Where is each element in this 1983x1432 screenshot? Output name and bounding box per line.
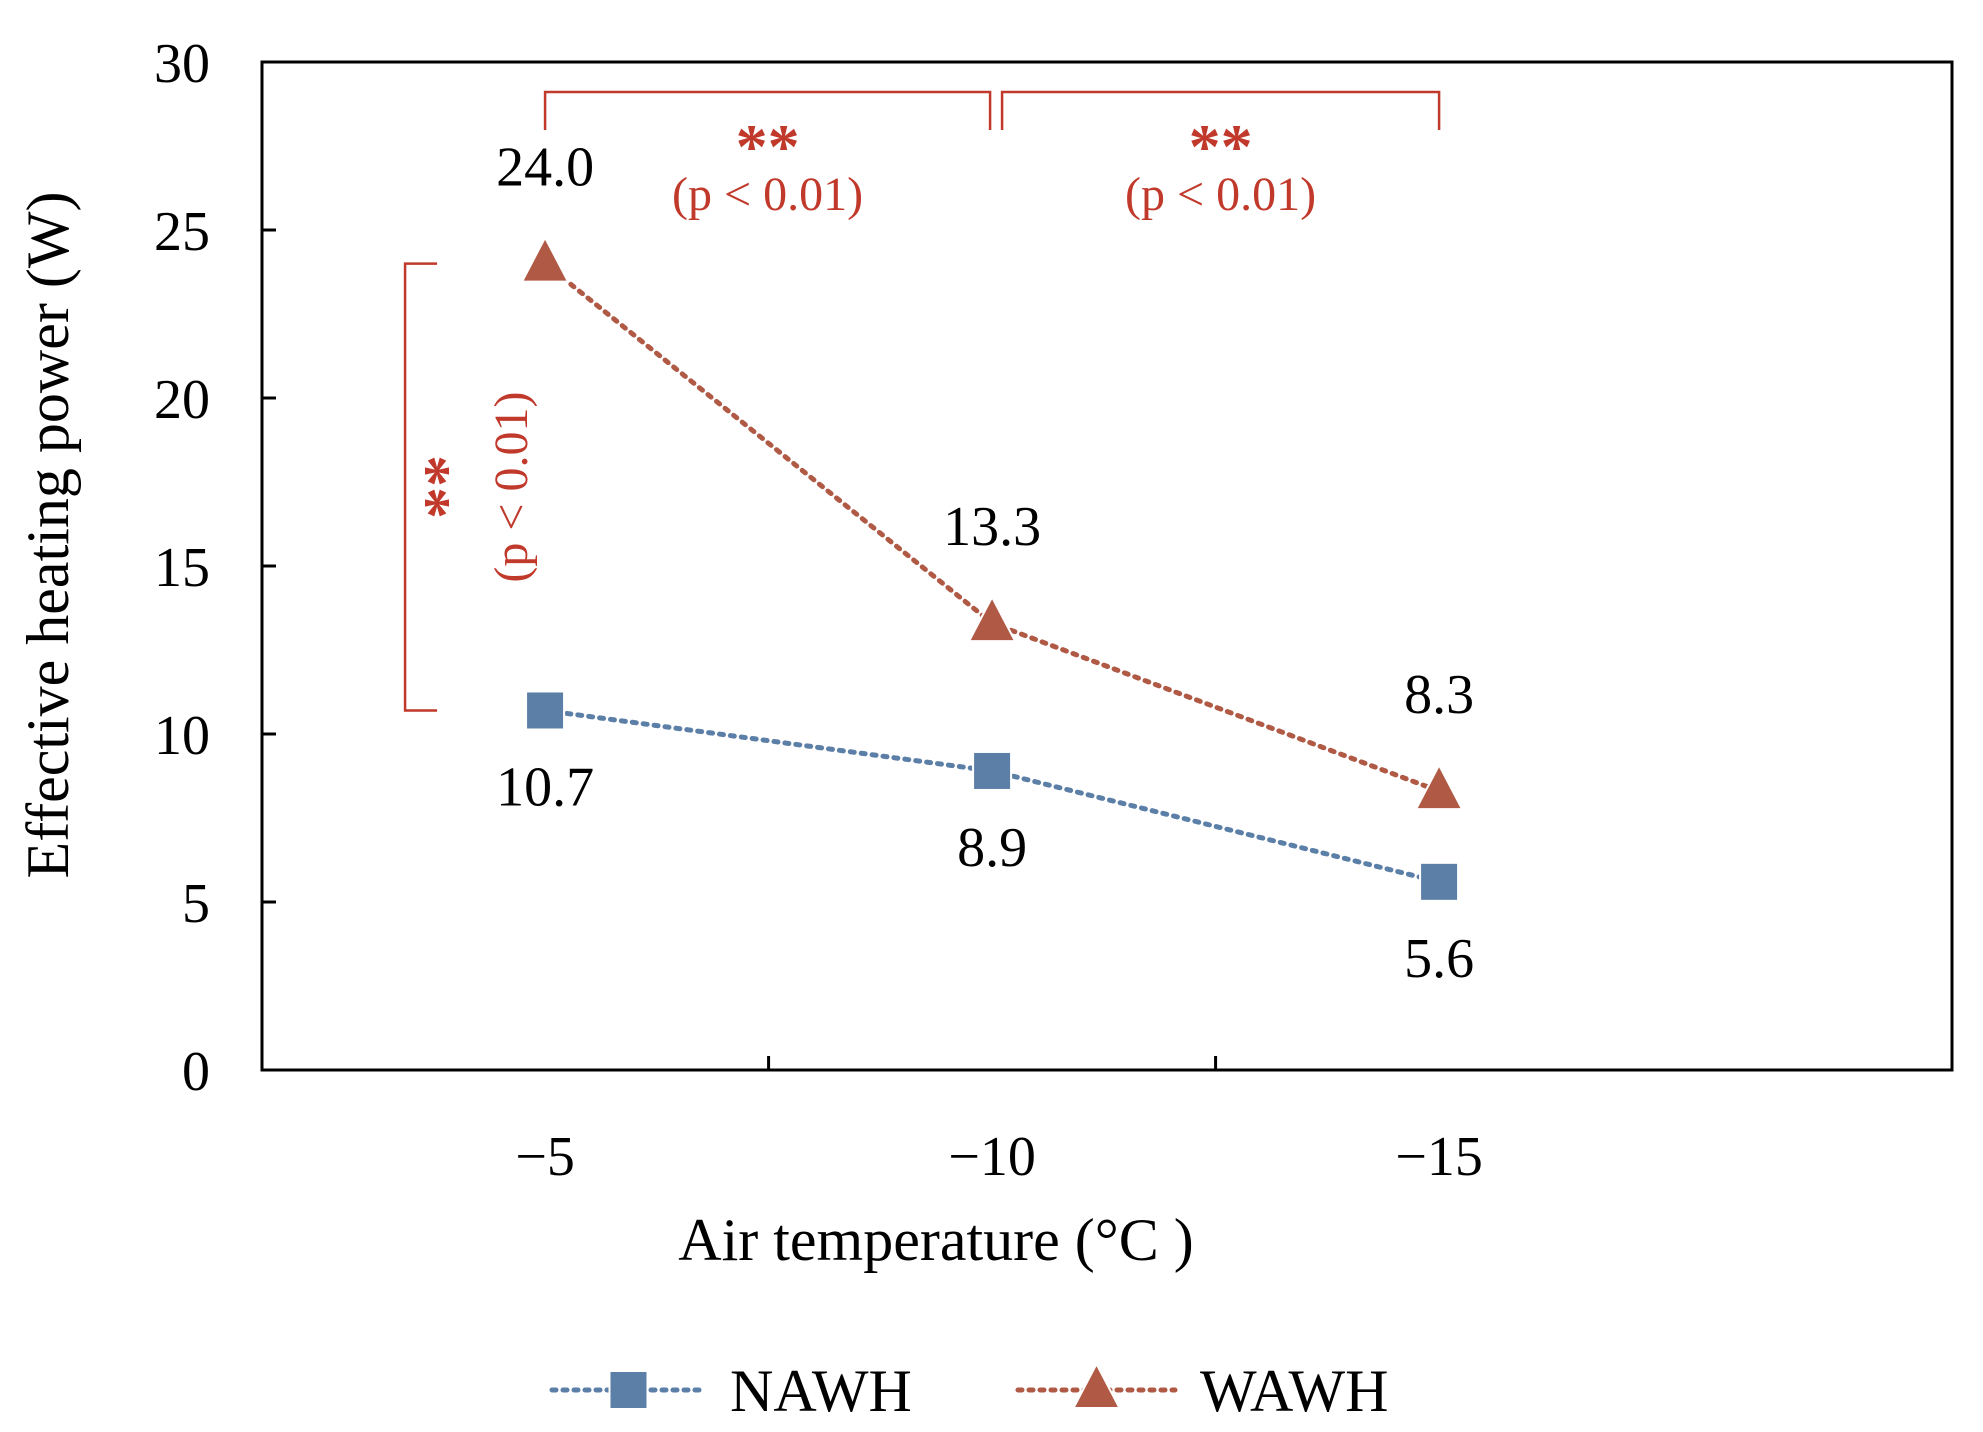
significance-bracket [543,90,992,130]
y-tick-label: 25 [154,201,210,263]
significance-stars: ** [1189,111,1253,182]
y-axis-title: Effective heating power (W) [15,192,81,879]
data-point-wawh [967,594,1017,643]
legend-marker-nawh [608,1370,649,1410]
y-tick-label: 0 [182,1041,210,1103]
x-tick-label: −10 [948,1126,1036,1188]
data-label-wawh: 8.3 [1404,664,1474,726]
y-tick-label: 5 [182,873,210,935]
data-label-wawh: 24.0 [496,137,594,199]
y-tick-label: 15 [154,537,210,599]
data-label-wawh: 13.3 [943,496,1041,558]
data-label-nawh: 5.6 [1404,928,1474,990]
legend-marker-wawh [1071,1361,1122,1409]
plot-area: 0 5 10 15 20 25 30 −5 −10 −15 10.7 8.9 5.6 24.0 13.3 8.… [154,33,1954,1188]
data-point-nawh [525,690,566,731]
legend-label-wawh: WAWH [1200,1358,1388,1424]
data-point-wawh [520,235,570,283]
significance-bracket [1000,90,1441,130]
x-tick-label: −5 [515,1126,575,1188]
data-point-wawh [1414,762,1464,811]
p-value-label: (p < 0.01) [485,392,538,583]
significance-stars: ** [410,455,481,519]
p-value-label: (p < 0.01) [672,168,863,221]
data-point-nawh [972,750,1013,791]
significance-stars: ** [736,111,800,182]
data-label-nawh: 10.7 [496,756,594,818]
legend: NAWH WAWH [549,1358,1388,1424]
y-tick-label: 20 [154,369,210,431]
y-tick-label: 10 [154,705,210,767]
data-point-nawh [1419,861,1460,902]
legend-label-nawh: NAWH [730,1358,912,1424]
y-tick-label: 30 [154,33,210,95]
x-tick-label: −15 [1395,1126,1483,1188]
x-axis-title: Air temperature (°C ) [678,1207,1193,1273]
data-label-nawh: 8.9 [957,817,1027,879]
significance-bracket [403,262,438,712]
p-value-label: (p < 0.01) [1125,168,1316,221]
